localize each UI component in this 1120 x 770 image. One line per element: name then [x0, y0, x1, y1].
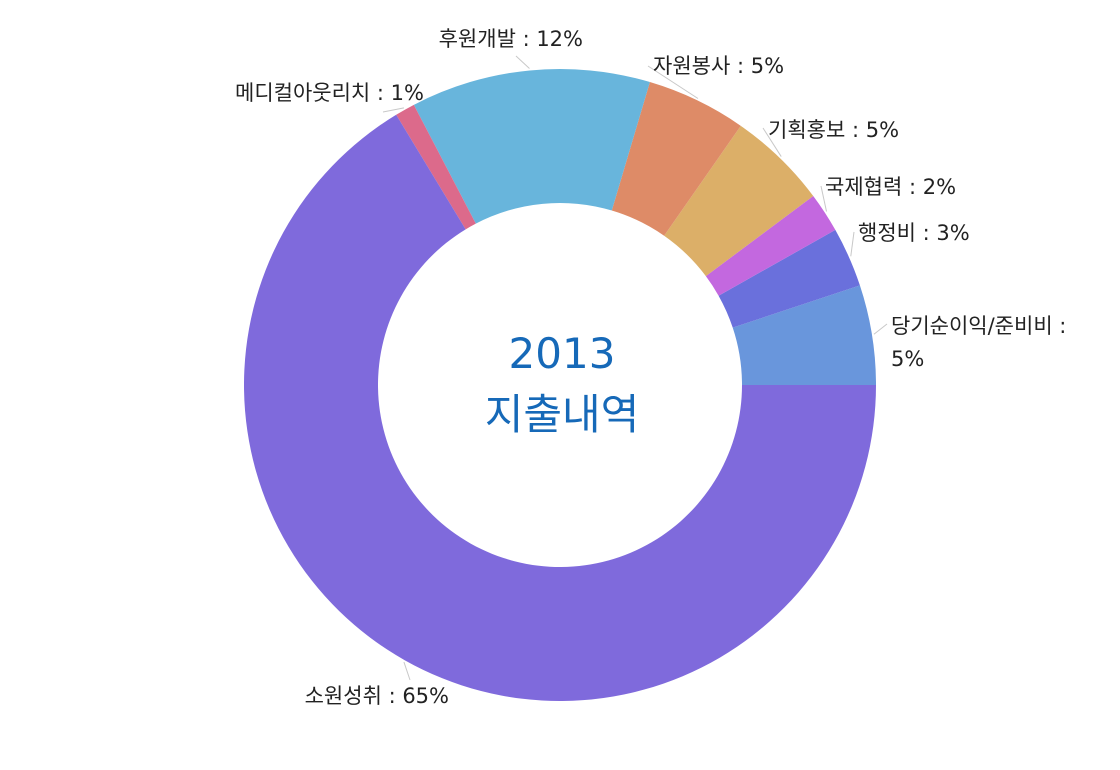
slice-label-6: 후원개발 : 12% — [439, 27, 583, 51]
slice-label-2: 행정비 : 3% — [858, 221, 970, 245]
slice-label-5: 자원봉사 : 5% — [653, 54, 784, 78]
slice-0 — [732, 285, 876, 385]
donut-slices — [244, 69, 877, 701]
slice-2 — [705, 195, 836, 296]
slice-label-3: 국제협력 : 2% — [825, 175, 956, 199]
slice-label-4: 기획홍보 : 5% — [768, 118, 899, 142]
slice-labels: 당기순이익/준비비 : 5% 행정비 : 3% 국제협력 : 2% 기획홍보 : 5% 자… — [235, 27, 1066, 708]
slice-5 — [413, 69, 650, 224]
leader-line-0 — [873, 323, 888, 335]
leader-line-2 — [820, 185, 828, 212]
slice-6 — [396, 104, 476, 230]
leader-line-1 — [850, 231, 855, 257]
leader-lines — [382, 55, 888, 681]
slice-label-7: 메디컬아웃리치 : 1% — [235, 81, 424, 105]
slice-label-0: 당기순이익/준비비 : — [891, 314, 1066, 338]
slice-3 — [664, 125, 814, 277]
center-year: 2013 — [509, 329, 616, 378]
slice-7 — [244, 114, 877, 701]
leader-line-6 — [382, 107, 405, 113]
slice-label-1: 5% — [891, 347, 924, 371]
slice-label-8: 소원성취 : 65% — [305, 684, 449, 708]
slice-4 — [611, 82, 741, 236]
leader-line-5 — [515, 55, 530, 69]
leader-line-7 — [403, 661, 411, 681]
center-title: 지출내역 — [485, 390, 640, 439]
leader-line-4 — [647, 65, 699, 99]
slice-1 — [718, 229, 860, 328]
leader-line-3 — [762, 127, 782, 157]
